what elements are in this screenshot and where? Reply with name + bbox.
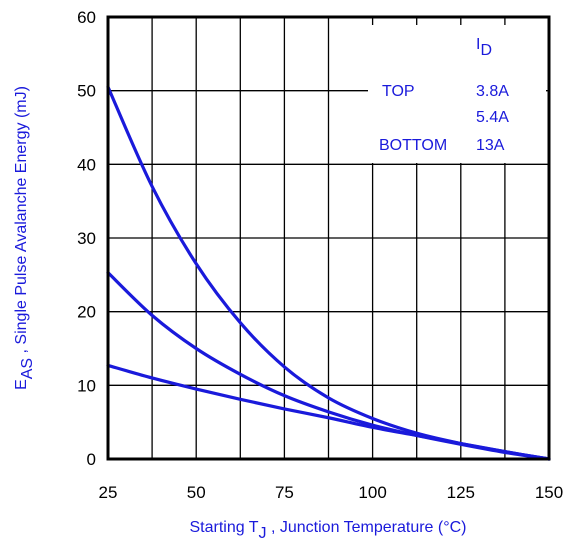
legend-header: ID bbox=[476, 36, 492, 59]
x-axis-title: Starting TJ , Junction Temperature (°C) bbox=[189, 519, 466, 542]
x-tick-label: 100 bbox=[358, 483, 386, 502]
x-tick-label: 125 bbox=[447, 483, 475, 502]
x-tick-label: 75 bbox=[275, 483, 294, 502]
y-tick-label: 20 bbox=[77, 303, 96, 322]
y-tick-label: 30 bbox=[77, 229, 96, 248]
y-axis-title: EAS , Single Pulse Avalanche Energy (mJ) bbox=[13, 86, 36, 390]
y-tick-label: 50 bbox=[77, 82, 96, 101]
x-axis-title-prefix: Starting T bbox=[189, 519, 258, 536]
legend-header-main: I bbox=[476, 36, 480, 53]
legend-box bbox=[368, 25, 546, 163]
y-axis-title-prefix: E bbox=[13, 379, 30, 390]
legend-row-value: 3.8A bbox=[476, 83, 509, 100]
x-tick-label: 150 bbox=[535, 483, 563, 502]
plot-frame bbox=[106, 15, 551, 461]
y-axis-title-suffix: , Single Pulse Avalanche Energy (mJ) bbox=[13, 86, 30, 358]
legend-row-value: 13A bbox=[476, 137, 505, 154]
y-tick-label: 0 bbox=[87, 450, 96, 469]
y-axis-title-sub: AS bbox=[19, 358, 36, 379]
series-lines bbox=[106, 85, 551, 461]
legend-row-label: TOP bbox=[382, 83, 415, 100]
x-tick-label: 50 bbox=[187, 483, 206, 502]
y-tick-label: 60 bbox=[77, 8, 96, 27]
x-axis-title-sub: J bbox=[259, 525, 267, 542]
legend-header-sub: D bbox=[480, 42, 492, 59]
legend-row-label: BOTTOM bbox=[379, 137, 447, 154]
y-tick-label: 10 bbox=[77, 376, 96, 395]
x-axis-title-suffix: , Junction Temperature (°C) bbox=[267, 519, 467, 536]
y-tick-label: 40 bbox=[77, 155, 96, 174]
legend-row-value: 5.4A bbox=[476, 109, 509, 126]
series-line-13a bbox=[106, 363, 551, 461]
legend: ID TOP 3.8A 5.4A BOTTOM 13A bbox=[368, 25, 546, 163]
x-tick-label: 25 bbox=[99, 483, 118, 502]
tick-labels: 25 50 75 100 125 150 0 10 20 30 40 50 60 bbox=[77, 8, 563, 502]
